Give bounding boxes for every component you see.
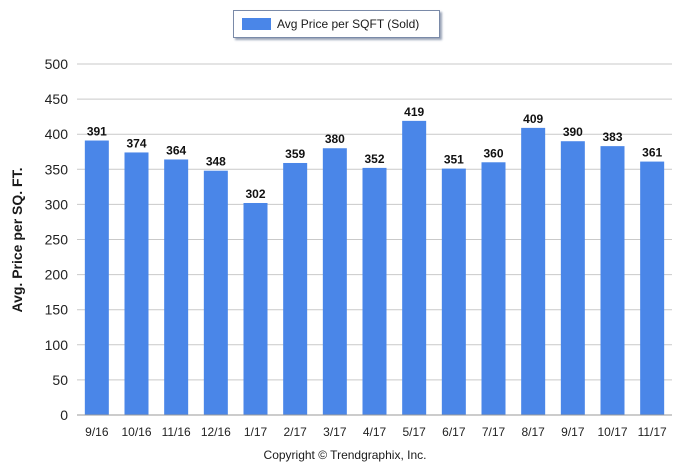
y-tick-label: 350 bbox=[45, 161, 69, 177]
data-label: 361 bbox=[642, 146, 662, 160]
x-tick-label: 10/17 bbox=[597, 425, 627, 439]
data-label: 390 bbox=[563, 125, 583, 139]
y-tick-label: 250 bbox=[45, 232, 69, 248]
x-tick-label: 10/16 bbox=[121, 425, 151, 439]
copyright-text: Copyright © Trendgraphix, Inc. bbox=[263, 448, 427, 462]
y-tick-label: 0 bbox=[60, 407, 68, 423]
data-label: 383 bbox=[602, 130, 622, 144]
bar bbox=[560, 141, 585, 415]
x-tick-label: 5/17 bbox=[402, 425, 426, 439]
data-label: 348 bbox=[206, 155, 226, 169]
y-axis-ticks: 0 50 100 150 200 250 300 350 400 450 500 bbox=[45, 56, 69, 423]
x-tick-label: 4/17 bbox=[363, 425, 387, 439]
y-tick-label: 500 bbox=[45, 56, 69, 72]
data-label: 380 bbox=[325, 132, 345, 146]
data-label: 364 bbox=[166, 143, 186, 157]
y-tick-label: 200 bbox=[45, 267, 69, 283]
x-tick-label: 6/17 bbox=[442, 425, 466, 439]
data-label: 419 bbox=[404, 105, 424, 119]
bar bbox=[283, 162, 308, 415]
bar bbox=[521, 127, 546, 415]
x-tick-label: 1/17 bbox=[244, 425, 268, 439]
legend-label: Avg Price per SQFT (Sold) bbox=[277, 17, 420, 31]
bar bbox=[322, 148, 347, 416]
y-tick-label: 150 bbox=[45, 302, 69, 318]
bar bbox=[362, 167, 387, 415]
x-tick-label: 8/17 bbox=[521, 425, 545, 439]
y-tick-label: 300 bbox=[45, 196, 69, 212]
bar bbox=[441, 168, 466, 415]
data-label: 351 bbox=[444, 153, 464, 167]
data-label: 374 bbox=[126, 136, 146, 150]
y-tick-label: 400 bbox=[45, 126, 69, 142]
y-tick-label: 50 bbox=[52, 372, 68, 388]
data-label: 391 bbox=[87, 125, 107, 139]
x-tick-label: 11/17 bbox=[638, 425, 667, 439]
bar bbox=[481, 162, 506, 415]
bar bbox=[640, 161, 665, 415]
x-tick-label: 11/16 bbox=[162, 425, 191, 439]
bar bbox=[402, 120, 427, 415]
x-tick-label: 9/16 bbox=[85, 425, 109, 439]
x-tick-label: 3/17 bbox=[323, 425, 347, 439]
x-tick-label: 9/17 bbox=[561, 425, 585, 439]
bar bbox=[84, 140, 109, 415]
legend-swatch bbox=[242, 18, 271, 30]
x-tick-label: 2/17 bbox=[283, 425, 307, 439]
y-tick-label: 100 bbox=[45, 337, 69, 353]
data-label: 359 bbox=[285, 147, 305, 161]
data-label: 352 bbox=[364, 152, 384, 166]
x-tick-label: 12/16 bbox=[201, 425, 231, 439]
y-tick-label: 450 bbox=[45, 91, 69, 107]
bar bbox=[124, 152, 149, 415]
legend: Avg Price per SQFT (Sold) bbox=[233, 10, 440, 38]
x-tick-label: 7/17 bbox=[482, 425, 506, 439]
bar bbox=[600, 146, 625, 415]
data-labels: 391 374 364 348 302 359 380 352 419 351 360 409 390 3… bbox=[87, 105, 663, 201]
data-label: 360 bbox=[483, 146, 503, 160]
x-axis-ticks: 9/16 10/16 11/16 12/16 1/17 2/17 3/17 4/17 5/17 6… bbox=[85, 425, 667, 439]
data-label: 302 bbox=[245, 187, 265, 201]
bar bbox=[203, 170, 228, 415]
y-axis-title: Avg. Price per SQ. FT. bbox=[9, 167, 25, 313]
bar bbox=[243, 202, 268, 415]
bar bbox=[164, 159, 189, 415]
bars bbox=[84, 120, 665, 416]
data-label: 409 bbox=[523, 112, 543, 126]
